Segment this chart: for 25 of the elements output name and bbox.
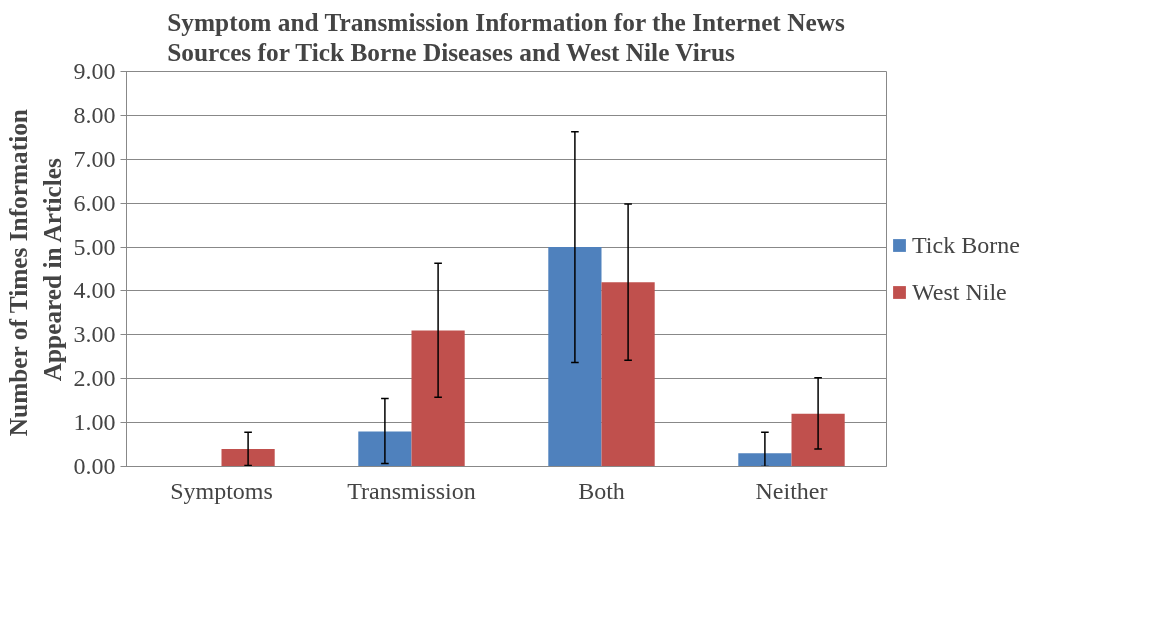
bar <box>601 282 655 467</box>
bar <box>411 330 465 467</box>
legend-label: West Nile <box>912 278 1007 306</box>
y-tick-label: 9.00 <box>73 58 116 84</box>
bar <box>791 413 845 467</box>
legend-label: Tick Borne <box>912 231 1020 259</box>
y-tick-label: 7.00 <box>73 145 116 172</box>
y-tick-label: 6.00 <box>73 189 116 216</box>
y-tick-label: 3.00 <box>73 321 116 348</box>
bar <box>548 247 602 467</box>
x-tick-label: Neither <box>755 477 828 504</box>
bar <box>221 448 275 467</box>
x-tick-label: Transmission <box>347 477 476 504</box>
x-tick-label: Both <box>578 477 625 504</box>
y-tick-label: 1.00 <box>73 409 116 436</box>
x-tick-label: Symptoms <box>170 477 273 504</box>
y-tick-label: 2.00 <box>73 365 116 392</box>
y-tick-label: 0.00 <box>73 453 116 479</box>
y-tick-label: 8.00 <box>73 101 116 128</box>
bar <box>358 431 412 467</box>
chart-title: Symptom and Transmission Information for the Internet News Sources for Tick Borne Diseases and West Nile Virus <box>167 7 845 67</box>
y-axis-title: Number of Times Information Appeared in Articles <box>3 109 66 437</box>
y-tick-label: 5.00 <box>73 233 116 260</box>
y-tick-label: 4.00 <box>73 277 116 304</box>
bar <box>738 453 792 467</box>
